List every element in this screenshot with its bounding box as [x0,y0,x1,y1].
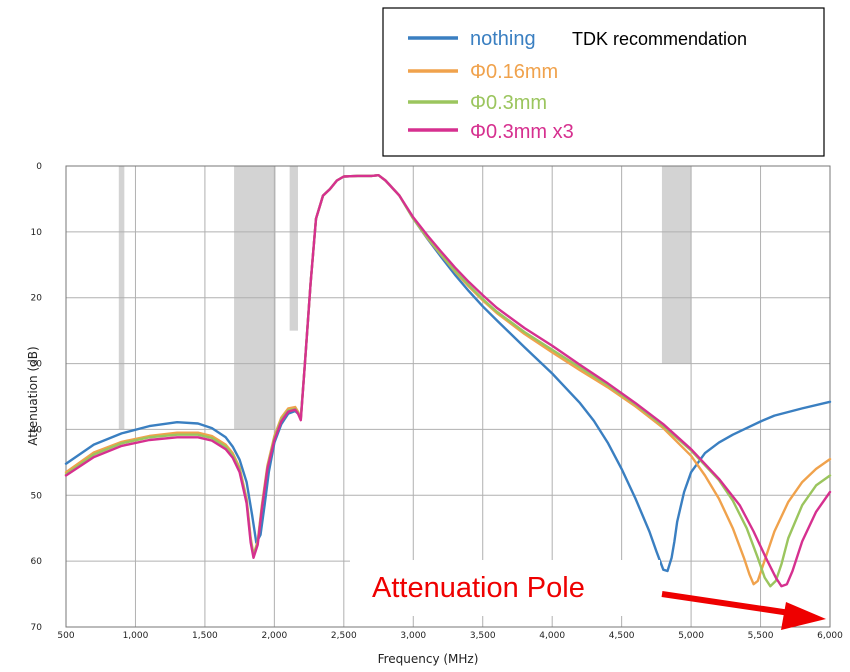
x-tick-label: 1,500 [192,631,218,641]
x-axis-title: Frequency (MHz) [378,652,479,666]
y-tick-label: 0 [36,162,42,172]
legend-label-nothing: nothing [470,28,536,50]
y-tick-label: 50 [31,491,43,501]
y-tick-label: 20 [31,294,43,304]
legend: nothing TDK recommendation Φ0.16mm Φ0.3m… [382,7,825,157]
x-tick-label: 3,500 [470,631,496,641]
arrow-shaft [661,591,791,616]
y-axis-title: Attenuation (dB) [26,346,40,445]
legend-label-phi-0-3mm: Φ0.3mm [470,92,547,114]
x-tick-label: 2,000 [261,631,287,641]
legend-label-phi-0-16mm: Φ0.16mm [470,61,558,83]
mask-region-3 [289,166,298,331]
plot-border [65,165,831,628]
series-line-4 [64,173,832,588]
y-tick-label: 40 [31,425,43,435]
y-tick-label: 10 [31,228,43,238]
mask-region-4 [661,166,692,364]
x-tick-label: 1,000 [123,631,149,641]
series-lines [64,173,832,588]
x-tick-label: 2,500 [331,631,357,641]
y-tick-label: 60 [31,557,43,567]
x-tick-label: 5,000 [678,631,704,641]
y-tick-label: 70 [31,623,43,633]
legend-label-phi-0-3mm-x3: Φ0.3mm x3 [470,121,574,143]
x-tick-labels: 500 1,000 1,500 2,000 2,500 3,000 3,500 4,000 4,… [57,631,843,641]
x-tick-label: 6,000 [817,631,843,641]
legend-note: TDK recommendation [572,29,747,49]
x-tick-label: 500 [57,631,74,641]
x-tick-label: 5,500 [748,631,774,641]
x-tick-label: 3,000 [400,631,426,641]
arrow-head-icon [781,602,826,630]
attenuation-pole-annotation: Attenuation Pole [350,560,826,630]
x-tick-label: 4,000 [539,631,565,641]
x-tick-label: 4,500 [609,631,635,641]
y-tick-label: 30 [31,360,43,370]
plot-background [66,166,830,627]
y-tick-labels: 0 10 20 30 40 50 60 70 [31,162,43,633]
annotation-backdrop [350,560,660,616]
annotation-text: Attenuation Pole [372,572,585,604]
